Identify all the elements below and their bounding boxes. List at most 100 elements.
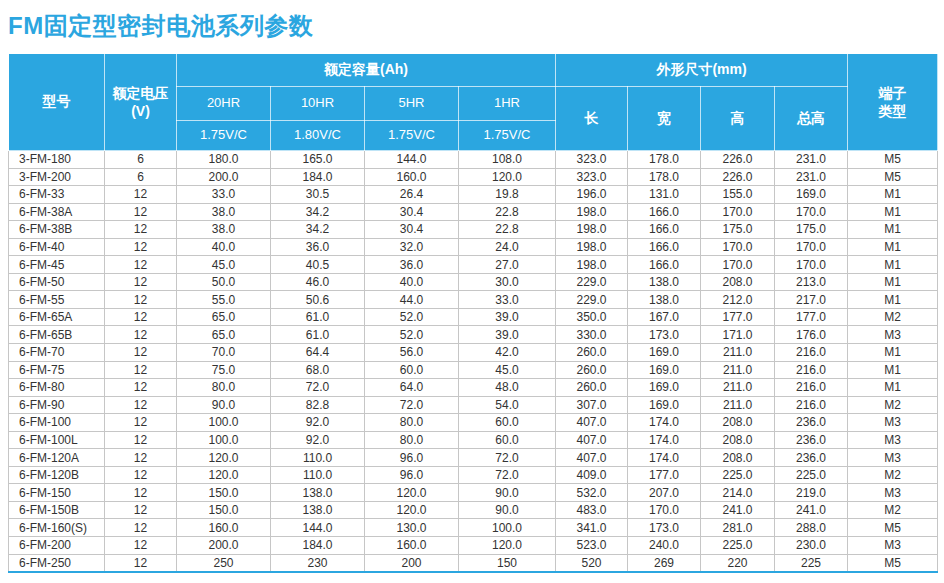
cell-capacity-1hr: 27.0 [459, 256, 556, 274]
cell-model: 3-FM-180 [9, 151, 105, 169]
cell-height: 170.0 [701, 203, 775, 221]
cell-capacity-10hr: 138.0 [271, 501, 365, 519]
cell-capacity-1hr: 22.8 [459, 203, 556, 221]
cell-capacity-10hr: 61.0 [271, 308, 365, 326]
cell-total-height: 236.0 [775, 431, 848, 449]
cell-capacity-20hr: 160.0 [177, 519, 271, 537]
table-row: 6-FM-331233.030.526.419.8196.0131.0155.0… [9, 186, 938, 204]
cell-total-height: 219.0 [775, 484, 848, 502]
cell-rated-voltage: 12 [105, 256, 177, 274]
cell-capacity-1hr: 39.0 [459, 326, 556, 344]
cell-height: 212.0 [701, 291, 775, 309]
cell-capacity-5hr: 52.0 [365, 326, 459, 344]
cell-model: 6-FM-150 [9, 484, 105, 502]
cell-model: 6-FM-38B [9, 221, 105, 239]
cell-capacity-10hr: 110.0 [271, 466, 365, 484]
cell-total-height: 225 [775, 554, 848, 572]
page-title: FM固定型密封电池系列参数 [8, 10, 944, 42]
cell-width: 174.0 [628, 449, 701, 467]
cell-model: 6-FM-65B [9, 326, 105, 344]
cell-capacity-20hr: 75.0 [177, 361, 271, 379]
cell-width: 166.0 [628, 203, 701, 221]
cell-width: 170.0 [628, 501, 701, 519]
table-row: 3-FM-2006200.0184.0160.0120.0323.0178.02… [9, 168, 938, 186]
cell-length: 523.0 [556, 537, 628, 555]
cell-height: 211.0 [701, 361, 775, 379]
cell-rated-voltage: 12 [105, 431, 177, 449]
cell-capacity-1hr: 90.0 [459, 484, 556, 502]
cell-model: 6-FM-160(S) [9, 519, 105, 537]
cell-model: 6-FM-100L [9, 431, 105, 449]
cell-capacity-5hr: 36.0 [365, 256, 459, 274]
cell-capacity-5hr: 80.0 [365, 414, 459, 432]
cell-total-height: 230.0 [775, 537, 848, 555]
cell-width: 173.0 [628, 326, 701, 344]
cell-terminal-type: M3 [848, 326, 938, 344]
cell-total-height: 175.0 [775, 221, 848, 239]
col-header-5hr-cutoff: 1.75V/C [365, 121, 459, 151]
cell-terminal-type: M3 [848, 414, 938, 432]
col-header-terminal-type: 端子类型 [848, 54, 938, 151]
cell-capacity-5hr: 56.0 [365, 344, 459, 362]
cell-capacity-1hr: 100.0 [459, 519, 556, 537]
cell-capacity-10hr: 82.8 [271, 396, 365, 414]
cell-height: 175.0 [701, 221, 775, 239]
cell-capacity-5hr: 26.4 [365, 186, 459, 204]
cell-rated-voltage: 12 [105, 501, 177, 519]
cell-rated-voltage: 12 [105, 449, 177, 467]
cell-length: 198.0 [556, 203, 628, 221]
cell-length: 260.0 [556, 344, 628, 362]
cell-total-height: 231.0 [775, 151, 848, 169]
cell-capacity-5hr: 72.0 [365, 396, 459, 414]
cell-capacity-1hr: 39.0 [459, 308, 556, 326]
table-row: 6-FM-401240.036.032.024.0198.0166.0170.0… [9, 238, 938, 256]
table-row: 6-FM-451245.040.536.027.0198.0166.0170.0… [9, 256, 938, 274]
cell-height: 208.0 [701, 431, 775, 449]
cell-height: 225.0 [701, 466, 775, 484]
table-row: 6-FM-15012150.0138.0120.090.0532.0207.02… [9, 484, 938, 502]
cell-height: 281.0 [701, 519, 775, 537]
battery-spec-table: 型号 额定电压(V) 额定容量(Ah) 外形尺寸(mm) 端子类型 20HR 1… [8, 53, 938, 573]
cell-total-height: 169.0 [775, 186, 848, 204]
cell-length: 323.0 [556, 151, 628, 169]
cell-capacity-1hr: 120.0 [459, 168, 556, 186]
cell-capacity-10hr: 184.0 [271, 537, 365, 555]
cell-capacity-20hr: 200.0 [177, 537, 271, 555]
cell-rated-voltage: 12 [105, 203, 177, 221]
cell-capacity-5hr: 96.0 [365, 449, 459, 467]
cell-capacity-1hr: 30.0 [459, 273, 556, 291]
cell-capacity-20hr: 38.0 [177, 203, 271, 221]
cell-model: 6-FM-50 [9, 273, 105, 291]
cell-capacity-5hr: 44.0 [365, 291, 459, 309]
cell-capacity-5hr: 52.0 [365, 308, 459, 326]
cell-width: 138.0 [628, 273, 701, 291]
col-header-10hr: 10HR [271, 87, 365, 121]
terminal-type-label: 端子类型 [879, 84, 907, 120]
cell-total-height: 241.0 [775, 501, 848, 519]
cell-model: 6-FM-38A [9, 203, 105, 221]
battery-table-body: 3-FM-1806180.0165.0144.0108.0323.0178.02… [9, 151, 938, 572]
cell-height: 177.0 [701, 308, 775, 326]
cell-rated-voltage: 12 [105, 484, 177, 502]
cell-rated-voltage: 12 [105, 414, 177, 432]
cell-capacity-5hr: 60.0 [365, 361, 459, 379]
cell-capacity-20hr: 65.0 [177, 308, 271, 326]
cell-capacity-1hr: 60.0 [459, 414, 556, 432]
cell-rated-voltage: 12 [105, 221, 177, 239]
col-header-model: 型号 [9, 54, 105, 151]
cell-length: 407.0 [556, 414, 628, 432]
cell-terminal-type: M2 [848, 501, 938, 519]
cell-capacity-1hr: 19.8 [459, 186, 556, 204]
cell-capacity-20hr: 33.0 [177, 186, 271, 204]
cell-height: 208.0 [701, 449, 775, 467]
cell-capacity-20hr: 200.0 [177, 168, 271, 186]
cell-height: 170.0 [701, 238, 775, 256]
cell-height: 226.0 [701, 151, 775, 169]
cell-terminal-type: M3 [848, 537, 938, 555]
cell-height: 220 [701, 554, 775, 572]
cell-total-height: 225.0 [775, 466, 848, 484]
cell-capacity-20hr: 120.0 [177, 449, 271, 467]
cell-terminal-type: M1 [848, 273, 938, 291]
cell-height: 208.0 [701, 273, 775, 291]
cell-terminal-type: M2 [848, 466, 938, 484]
